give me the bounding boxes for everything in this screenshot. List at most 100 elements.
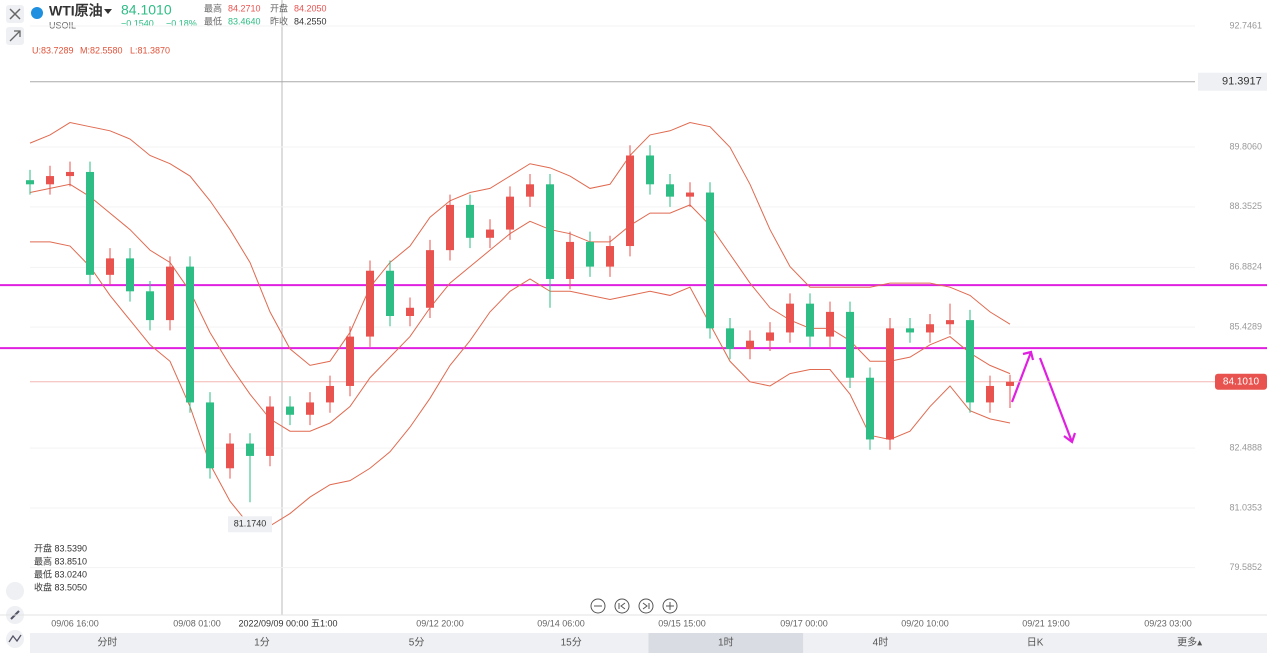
candle-body [206, 402, 214, 469]
last-price-label: 84.1010 [1223, 376, 1260, 387]
first[interactable] [614, 598, 630, 614]
candle-body [426, 250, 434, 308]
candle-body [366, 270, 374, 337]
candle-body [926, 324, 934, 333]
bollinger-band [30, 241, 1011, 527]
hover-high: 最高 83.8510 [34, 555, 87, 566]
symbol[interactable]: WTI原油 [49, 3, 103, 19]
candle-body [1006, 381, 1014, 386]
drawn-arrows [1010, 350, 1077, 444]
candle-body [746, 340, 754, 349]
candle-body [806, 303, 814, 337]
nav-buttons [590, 598, 678, 614]
candle-body [986, 385, 994, 403]
x-tick-label: 09/17 00:00 [780, 618, 828, 628]
candle-body [306, 402, 314, 415]
candle-body [866, 377, 874, 440]
first-icon [618, 602, 626, 610]
candle-body [546, 184, 554, 279]
y-tick-label: 89.8060 [1229, 141, 1262, 151]
y-tick-label: 81.0353 [1229, 502, 1262, 512]
x-tick-label: 09/08 01:00 [173, 618, 221, 628]
wave-icon [8, 634, 22, 643]
indicator-lower: L:81.3870 [130, 45, 170, 55]
dropdown-icon[interactable] [104, 9, 112, 14]
candle-body [566, 241, 574, 279]
hover-open: 开盘 83.5390 [34, 542, 87, 553]
hover-low: 最低 83.0240 [34, 568, 87, 579]
prev-label: 昨收 [270, 15, 288, 26]
candle-body [946, 320, 954, 325]
candle-body [386, 270, 394, 316]
high: 84.2710 [228, 3, 261, 13]
hover-close: 收盘 83.5050 [34, 581, 87, 592]
candle-body [726, 328, 734, 349]
candle-body [246, 443, 254, 456]
zoom-in[interactable] [662, 598, 678, 614]
low-label: 最低 [204, 15, 222, 26]
y-tick-label: 86.8824 [1229, 262, 1262, 272]
y-tick-label: 79.5852 [1229, 562, 1262, 572]
tab[interactable]: 5分 [409, 637, 425, 649]
candle-body [506, 196, 514, 230]
candle-body [766, 332, 774, 341]
candle-body [646, 155, 654, 185]
collapse-icon [9, 30, 21, 42]
indicator-button[interactable] [6, 582, 24, 600]
y-tick-label: 85.4289 [1229, 322, 1262, 332]
price: 84.1010 [121, 2, 172, 18]
symbol-icon [31, 7, 43, 19]
indicator-upper: U:83.7289 [32, 45, 74, 55]
tab[interactable]: 更多▴ [1177, 636, 1202, 649]
low-marker-label: 81.1740 [234, 519, 267, 529]
toolbar [6, 5, 24, 648]
candle-body [166, 266, 174, 321]
candle-body [266, 406, 274, 456]
candle-body [146, 291, 154, 321]
tab-selected[interactable] [648, 633, 804, 653]
candle-body [26, 180, 34, 185]
tab[interactable]: 分时 [97, 637, 117, 649]
candle-body [486, 229, 494, 238]
candle-body [686, 192, 694, 197]
x-tick-label: 09/12 20:00 [416, 618, 464, 628]
candle-body [666, 184, 674, 197]
candle-body [46, 176, 54, 185]
last[interactable] [638, 598, 654, 614]
candle-body [466, 204, 474, 238]
zoom-out[interactable] [590, 598, 606, 614]
tab[interactable]: 4时 [873, 637, 889, 649]
high-label: 最高 [204, 2, 222, 13]
open: 84.2050 [294, 3, 327, 13]
x-tick-label: 09/21 19:00 [1022, 618, 1070, 628]
crosshair-tag [232, 617, 344, 631]
candle-body [826, 311, 834, 337]
tab[interactable]: 1时 [718, 637, 734, 649]
open-label: 开盘 [270, 2, 288, 13]
x-tick-label: 09/20 10:00 [901, 618, 949, 628]
candle-body [286, 406, 294, 415]
zoom-in-icon [666, 602, 674, 610]
candle-body [106, 258, 114, 275]
low: 83.4640 [228, 16, 261, 26]
candle-body [86, 171, 94, 275]
candle-body [186, 266, 194, 403]
candle-body [226, 443, 234, 469]
prev: 84.2550 [294, 16, 327, 26]
change: −0.1540 [121, 18, 154, 28]
bollinger-band [29, 122, 1011, 366]
change-pct: −0.18% [166, 18, 197, 28]
alert-tag [1198, 72, 1267, 91]
candle-body [446, 204, 454, 251]
candle-body [526, 184, 534, 197]
code: USOIL [49, 20, 76, 30]
tab[interactable]: 1分 [254, 637, 270, 649]
x-tick-label: 09/06 16:00 [51, 618, 99, 628]
candle-body [786, 303, 794, 333]
crosshair-label: 2022/09/09 00:00 五1:00 [238, 618, 337, 628]
tab[interactable]: 日K [1027, 638, 1044, 649]
tab[interactable]: 15分 [561, 637, 582, 649]
candle-body [606, 246, 614, 267]
